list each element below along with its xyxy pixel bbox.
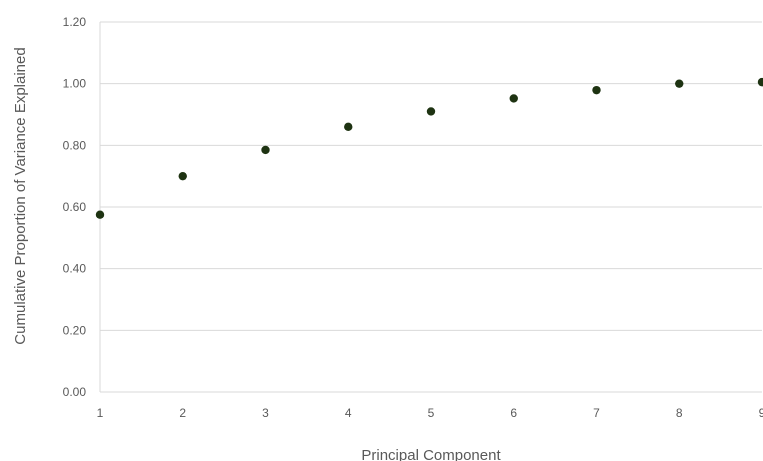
y-tick-label: 0.40 — [63, 262, 87, 276]
data-point-7 — [592, 85, 601, 95]
y-tick-label: 0.00 — [63, 385, 87, 399]
x-tick-label: 7 — [593, 406, 600, 420]
x-tick-label: 2 — [179, 406, 186, 420]
y-tick-labels: 0.00 0.20 0.40 0.60 0.80 1.00 1.20 — [63, 15, 87, 399]
x-tick-label: 4 — [345, 406, 352, 420]
data-point-9 — [757, 77, 763, 87]
x-tick-label: 5 — [428, 406, 435, 420]
y-tick-label: 0.80 — [63, 138, 87, 152]
data-point-6 — [509, 94, 518, 103]
gridlines — [100, 21, 762, 393]
data-point-2 — [178, 171, 187, 181]
y-tick-label: 0.20 — [63, 323, 87, 337]
data-point-8 — [675, 79, 684, 88]
data-points — [95, 77, 763, 219]
x-tick-labels: 1 2 3 4 5 6 7 8 9 — [97, 406, 763, 420]
x-axis-title: Principal Component — [361, 447, 501, 461]
x-tick-label: 9 — [759, 406, 763, 420]
x-tick-label: 6 — [510, 406, 517, 420]
y-tick-label: 1.00 — [63, 77, 87, 91]
y-tick-label: 1.20 — [63, 15, 87, 29]
x-tick-label: 3 — [262, 406, 269, 420]
x-tick-label: 1 — [97, 406, 104, 420]
x-tick-label: 8 — [676, 406, 683, 420]
data-point-4 — [344, 122, 353, 132]
data-point-3 — [261, 145, 270, 155]
y-axis-title: Cumulative Proportion of Variance Explai… — [12, 47, 29, 344]
y-tick-label: 0.60 — [63, 200, 87, 214]
data-point-5 — [426, 107, 436, 116]
data-point-1 — [95, 210, 105, 219]
